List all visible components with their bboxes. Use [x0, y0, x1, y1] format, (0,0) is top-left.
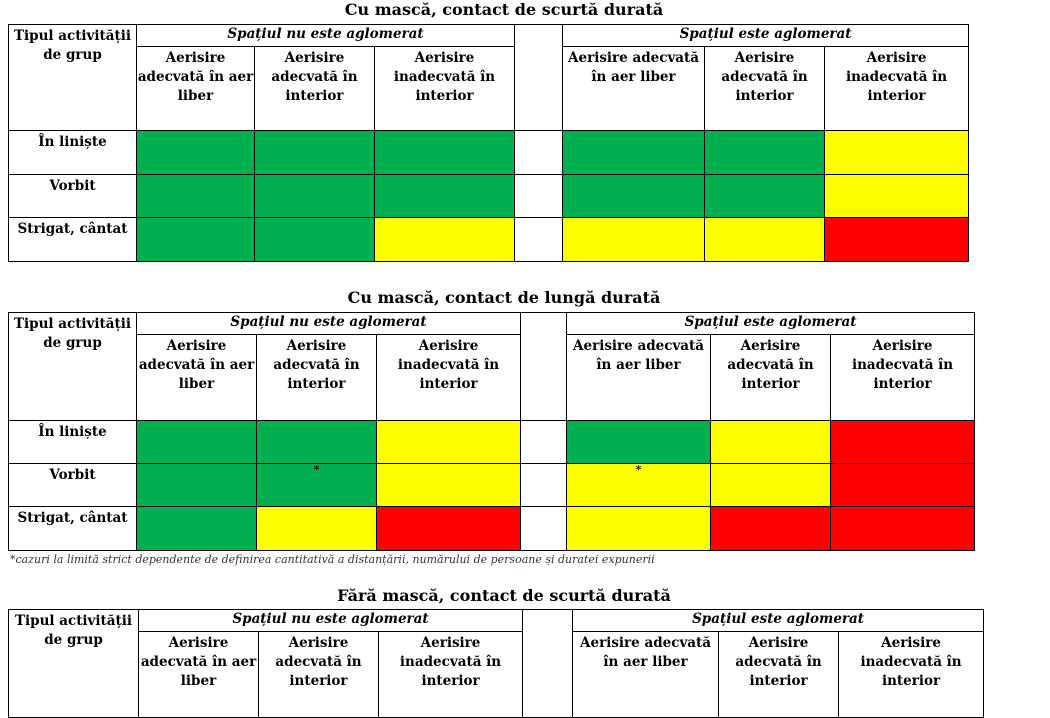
risk-cell [704, 174, 826, 218]
table-row: Strigat, cântat [8, 506, 976, 551]
row-label: În liniște [8, 420, 137, 464]
vent-outdoor-header: Aerisire adecvată în aer liber [562, 46, 706, 131]
separator-column [522, 609, 574, 718]
separator-cell [514, 174, 564, 218]
risk-cell [136, 420, 257, 464]
risk-cell [375, 420, 522, 464]
row-label: Vorbit [8, 174, 137, 218]
row-label: Strigat, cântat [8, 217, 137, 262]
risk-cell [136, 463, 257, 507]
risk-cell: * [566, 463, 712, 507]
crowded-header: Spațiul este aglomerat [562, 24, 970, 47]
risk-cell [373, 130, 516, 175]
risk-cell [256, 506, 377, 551]
risk-cell [375, 506, 522, 551]
table-row: În liniște [8, 130, 970, 175]
separator-cell [520, 506, 568, 551]
vent-inadequate-header: Aerisire inadecvată în interior [373, 46, 516, 131]
table-row: Strigat, cântat [8, 217, 970, 262]
risk-cell [256, 420, 377, 464]
risk-cell [562, 217, 706, 262]
risk-cell [566, 506, 712, 551]
footnote: *cazuri la limită strict dependente de d… [10, 553, 655, 566]
risk-cell [375, 463, 522, 507]
risk-cell [136, 130, 255, 175]
risk-cell [710, 463, 832, 507]
vent-indoor-header: Aerisire adecvată în interior [718, 631, 840, 718]
risk-cell [136, 174, 255, 218]
crowded-header: Spațiul este aglomerat [566, 312, 976, 335]
risk-cell [710, 420, 832, 464]
vent-indoor-header: Aerisire adecvată în interior [710, 334, 832, 421]
vent-outdoor-header: Aerisire adecvată în aer liber [136, 334, 257, 421]
table-1-title: Cu mască, contact de scurtă durată [344, 0, 664, 19]
vent-inadequate-header: Aerisire inadecvată în interior [377, 631, 524, 718]
risk-cell [710, 506, 832, 551]
vent-indoor-header: Aerisire adecvată în interior [704, 46, 826, 131]
vent-outdoor-header: Aerisire adecvată în aer liber [566, 334, 712, 421]
crowded-header: Spațiul este aglomerat [572, 609, 985, 632]
risk-cell: * [256, 463, 377, 507]
borderline-marker: * [635, 463, 642, 476]
row-label: În liniște [8, 130, 137, 175]
borderline-marker: * [313, 463, 320, 476]
risk-table-1: Tipul activității de grup Spațiul nu est… [8, 24, 970, 262]
separator-cell [520, 463, 568, 507]
risk-cell [373, 217, 516, 262]
table-row: Vorbit [8, 174, 970, 218]
risk-table-2: Tipul activității de grup Spațiul nu est… [8, 312, 976, 551]
row-label: Strigat, cântat [8, 506, 137, 551]
risk-cell [566, 420, 712, 464]
risk-cell [824, 174, 970, 218]
activity-type-header: Tipul activității de grup [8, 24, 137, 131]
separator-cell [520, 420, 568, 464]
risk-cell [824, 130, 970, 175]
not-crowded-header: Spațiul nu este aglomerat [135, 312, 522, 335]
table-3-title: Fără mască, contact de scurtă durată [337, 586, 671, 605]
not-crowded-header: Spațiul nu este aglomerat [137, 609, 524, 632]
vent-outdoor-header: Aerisire adecvată în aer liber [572, 631, 720, 718]
activity-type-header: Tipul activității de grup [8, 609, 139, 718]
vent-indoor-header: Aerisire adecvată în interior [254, 46, 375, 131]
vent-indoor-header: Aerisire adecvată în interior [258, 631, 379, 718]
risk-cell [830, 506, 976, 551]
not-crowded-header: Spațiul nu este aglomerat [135, 24, 516, 47]
risk-cell [136, 217, 255, 262]
vent-inadequate-header: Aerisire inadecvată în interior [838, 631, 985, 718]
risk-cell [373, 174, 516, 218]
risk-cell [254, 217, 375, 262]
risk-cell [830, 420, 976, 464]
risk-cell [704, 130, 826, 175]
table-row: În liniște [8, 420, 976, 464]
vent-inadequate-header: Aerisire inadecvată în interior [824, 46, 970, 131]
vent-outdoor-header: Aerisire adecvată în aer liber [136, 46, 255, 131]
row-label: Vorbit [8, 463, 137, 507]
risk-cell [562, 130, 706, 175]
separator-cell [514, 217, 564, 262]
table-row: Vorbit * * [8, 463, 976, 507]
separator-column [520, 312, 568, 421]
risk-cell [562, 174, 706, 218]
separator-cell [514, 130, 564, 175]
table-2-title: Cu mască, contact de lungă durată [347, 288, 661, 307]
separator-column [514, 24, 564, 131]
risk-table-3: Tipul activității de grup Spațiul nu est… [8, 609, 985, 718]
risk-cell [704, 217, 826, 262]
risk-cell [830, 463, 976, 507]
vent-inadequate-header: Aerisire inadecvată în interior [375, 334, 522, 421]
vent-inadequate-header: Aerisire inadecvată în interior [830, 334, 976, 421]
risk-cell [136, 506, 257, 551]
risk-cell [254, 130, 375, 175]
risk-cell [824, 217, 970, 262]
risk-cell [254, 174, 375, 218]
activity-type-header: Tipul activității de grup [8, 312, 137, 421]
vent-outdoor-header: Aerisire adecvată în aer liber [138, 631, 259, 718]
vent-indoor-header: Aerisire adecvată în interior [256, 334, 377, 421]
